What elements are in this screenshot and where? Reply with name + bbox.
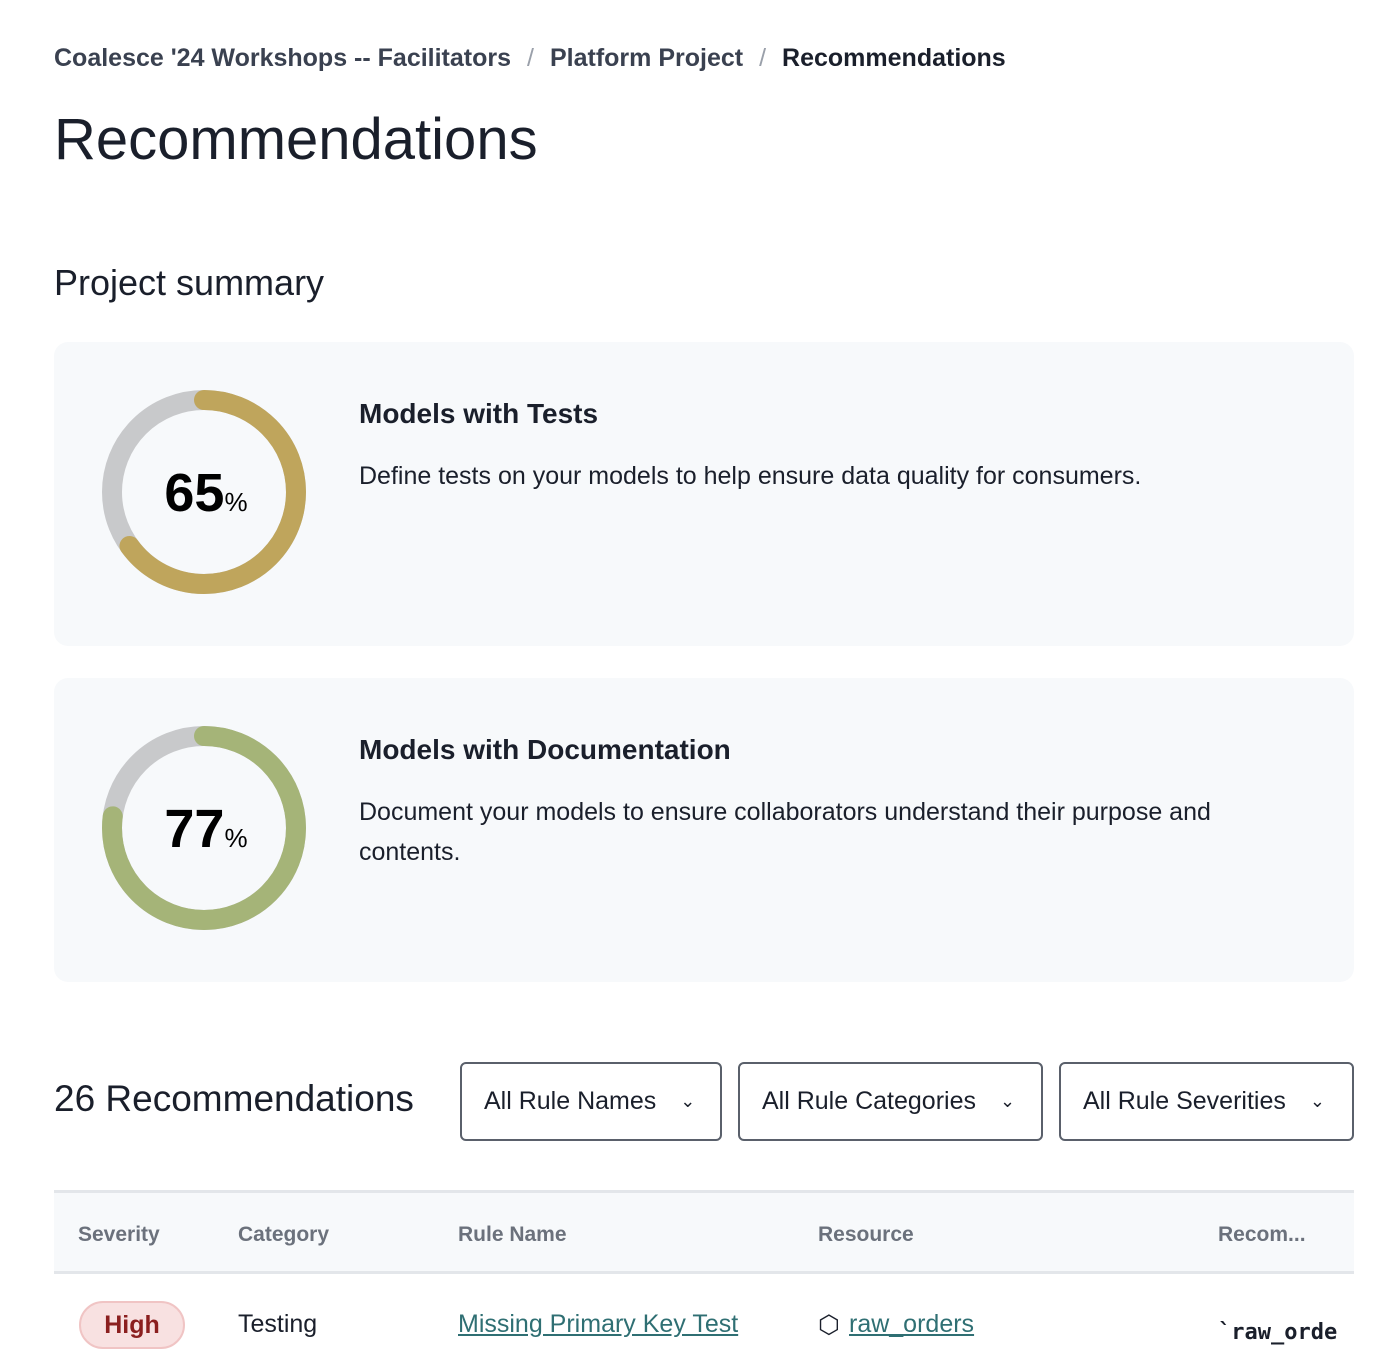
severity-badge: High (79, 1301, 185, 1349)
donut-chart (102, 726, 306, 930)
rule-categories-dropdown[interactable]: All Rule Categories ⌄ (738, 1062, 1043, 1141)
card-title: Models with Documentation (359, 734, 731, 765)
card-description: Document your models to ensure collabora… (359, 798, 1211, 866)
separator: / (759, 44, 767, 72)
breadcrumb-current: Recommendations (782, 44, 1006, 72)
header-recommendation[interactable]: Recom... (1218, 1223, 1306, 1246)
percent-value: 77% (164, 799, 248, 859)
donut-chart (102, 390, 306, 594)
donut-progress-arc (102, 726, 306, 930)
table-header: Severity Category Rule Name Resource Rec… (54, 1190, 1354, 1274)
category-cell: Testing (238, 1310, 318, 1338)
rule-names-dropdown[interactable]: All Rule Names ⌄ (460, 1062, 722, 1141)
header-severity[interactable]: Severity (78, 1223, 160, 1246)
chevron-down-icon: ⌄ (1309, 1091, 1325, 1111)
summary-card-docs: 77% Models with Documentation Document y… (54, 678, 1354, 982)
page-title: Recommendations (54, 107, 538, 172)
percent-value: 65% (164, 463, 248, 523)
donut-progress-arc (102, 390, 306, 594)
card-title: Models with Tests (359, 398, 599, 429)
resource-link[interactable]: raw_orders (849, 1310, 975, 1338)
recommendations-count: 26 Recommendations (54, 1078, 414, 1119)
cube-icon: ⬡ (818, 1311, 840, 1339)
separator: / (527, 44, 534, 72)
breadcrumb-project[interactable]: Platform Project (549, 44, 744, 72)
header-resource[interactable]: Resource (818, 1223, 914, 1246)
chevron-down-icon: ⌄ (680, 1091, 696, 1111)
rule-name-link[interactable]: Missing Primary Key Test (458, 1310, 739, 1338)
chevron-down-icon: ⌄ (1000, 1091, 1016, 1111)
card-description: Define tests on your models to help ensu… (359, 462, 1142, 490)
section-title: Project summary (54, 262, 325, 303)
header-rule-name[interactable]: Rule Name (458, 1223, 567, 1246)
recommendation-cell: `raw_orde (1218, 1320, 1338, 1345)
rule-severities-dropdown[interactable]: All Rule Severities ⌄ (1059, 1062, 1354, 1141)
breadcrumb: Coalesce '24 Workshops -- Facilitators / … (54, 44, 1006, 73)
summary-card-tests: 65% Models with Tests Define tests on yo… (54, 342, 1354, 646)
header-category[interactable]: Category (238, 1223, 330, 1246)
breadcrumb-account[interactable]: Coalesce '24 Workshops -- Facilitators (54, 44, 512, 72)
